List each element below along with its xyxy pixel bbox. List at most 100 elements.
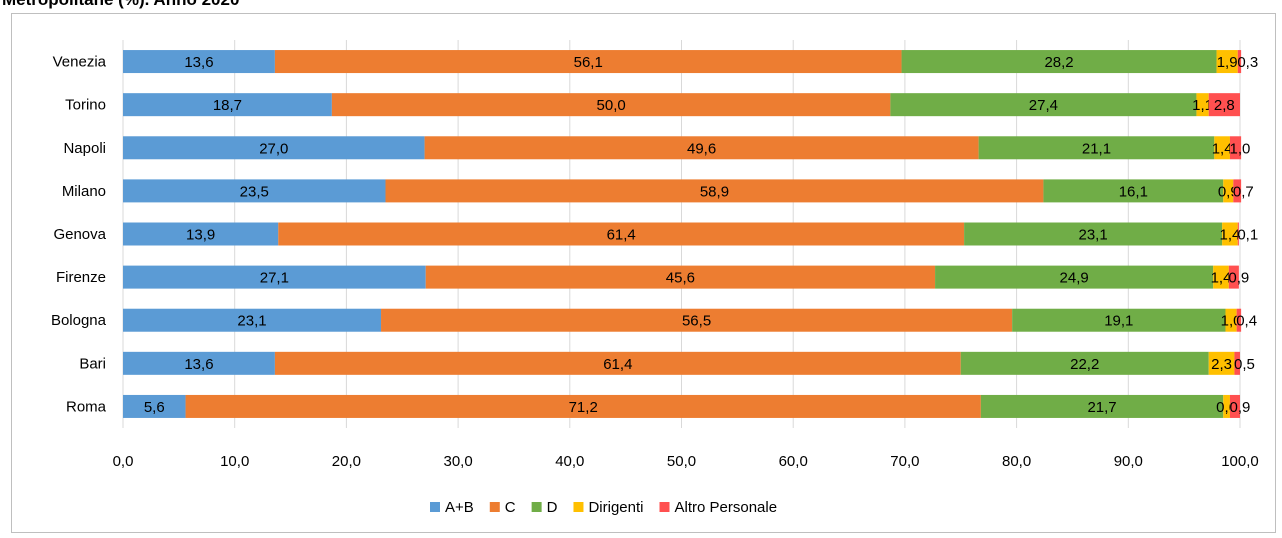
x-tick-label: 20,0	[332, 453, 361, 470]
category-label: Napoli	[63, 140, 106, 157]
legend-label: D	[547, 499, 558, 516]
data-label: 1,4	[1212, 140, 1233, 157]
data-label: 22,2	[1070, 356, 1099, 373]
bar-segment	[960, 351, 1209, 375]
data-label: 28,2	[1044, 54, 1073, 71]
bar-segment	[274, 351, 961, 375]
bar-segment	[980, 394, 1224, 418]
data-label: 50,0	[597, 97, 626, 114]
category-label: Genova	[53, 226, 106, 243]
x-tick-label: 70,0	[890, 453, 919, 470]
data-label: 1,4	[1220, 227, 1241, 244]
bar-segment	[123, 93, 332, 117]
bar-segment	[123, 351, 275, 375]
data-label: 21,1	[1082, 140, 1111, 157]
legend-label: A+B	[445, 499, 474, 516]
x-tick-label: 30,0	[443, 453, 472, 470]
bar-segment	[1216, 50, 1238, 74]
data-label: 61,4	[603, 356, 632, 373]
data-label: 1,9	[1217, 54, 1238, 71]
bar-segment	[1214, 136, 1230, 160]
bar-segment	[278, 222, 965, 246]
bar-segment	[1237, 50, 1242, 74]
x-tick-label: 40,0	[555, 453, 584, 470]
data-label: 1,0	[1230, 140, 1251, 157]
bar-segment	[1208, 351, 1235, 375]
bar-segment	[1208, 93, 1240, 117]
bar-segment	[123, 308, 382, 332]
data-label: 18,7	[213, 97, 242, 114]
data-label: 61,4	[607, 227, 636, 244]
bar-segment	[1237, 222, 1239, 246]
bar-segment	[1225, 308, 1237, 332]
data-label: 5,6	[144, 399, 165, 416]
data-label: 16,1	[1119, 183, 1148, 200]
bar-segment	[123, 222, 279, 246]
data-label: 0,7	[1233, 183, 1254, 200]
bar-segment	[1012, 308, 1226, 332]
category-label: Venezia	[53, 54, 107, 71]
x-tick-label: 80,0	[1002, 453, 1031, 470]
category-label: Bari	[79, 355, 106, 372]
bar-segment	[381, 308, 1013, 332]
x-tick-label: 10,0	[220, 453, 249, 470]
legend-swatch	[489, 502, 500, 512]
data-label: 23,5	[240, 183, 269, 200]
data-label: 27,0	[259, 140, 288, 157]
data-label: 13,9	[186, 227, 215, 244]
bar-segment	[424, 136, 979, 160]
data-label: 49,6	[687, 140, 716, 157]
category-label: Milano	[62, 183, 106, 200]
data-label: 1,0	[1221, 313, 1242, 330]
data-label: 56,1	[574, 54, 603, 71]
bar-segment	[1196, 93, 1209, 117]
data-label: 27,1	[260, 270, 289, 287]
bar-segment	[1213, 265, 1229, 289]
data-label: 45,6	[666, 270, 695, 287]
bar-segment	[123, 50, 275, 74]
legend-label: Altro Personale	[675, 499, 778, 516]
x-tick-label: 100,0	[1221, 453, 1259, 470]
x-tick-label: 90,0	[1114, 453, 1143, 470]
data-label: 0,9	[1230, 399, 1251, 416]
category-label: Torino	[65, 97, 106, 114]
data-label: 2,3	[1211, 356, 1232, 373]
bar-segment	[1229, 136, 1242, 160]
bars: 13,6 56,1 28,2 1,9 0,3 18,7 50,0 27,4 1,1 2,8 27,0…	[123, 50, 1258, 418]
bar-segment	[1233, 179, 1242, 203]
category-label: Bologna	[51, 312, 107, 329]
legend-label: C	[505, 499, 516, 516]
data-label: 27,4	[1029, 97, 1058, 114]
chart-title: Metropolitane (%). Anno 2020	[2, 0, 239, 10]
data-label: 0,9	[1228, 270, 1249, 287]
bar-segment	[385, 179, 1044, 203]
bar-segment	[1234, 351, 1240, 375]
bar-segment	[1043, 179, 1224, 203]
category-label: Roma	[66, 398, 107, 415]
bar-segment	[331, 93, 891, 117]
data-label: 21,7	[1087, 399, 1116, 416]
data-label: 0,4	[1236, 313, 1257, 330]
data-label: 2,8	[1214, 97, 1235, 114]
bar-segment	[1228, 265, 1239, 289]
legend: A+B C D Dirigenti Altro Personale	[430, 499, 777, 516]
bar-segment	[935, 265, 1214, 289]
data-label: 13,6	[184, 356, 213, 373]
category-labels: Venezia Torino Napoli Milano Genova Firenze Bo…	[51, 54, 107, 416]
data-label: 0,5	[1234, 356, 1255, 373]
data-label: 1,4	[1211, 270, 1232, 287]
data-label: 71,2	[569, 399, 598, 416]
bar-segment	[123, 136, 425, 160]
bar-segment	[964, 222, 1223, 246]
bar-segment	[901, 50, 1217, 74]
data-label: 1,1	[1192, 97, 1213, 114]
bar-segment	[1229, 394, 1240, 418]
x-tick-labels: 0,0 10,0 20,0 30,0 40,0 50,0 60,0 70,0 80,0 90,0 1…	[113, 453, 1259, 470]
bar-segment	[1236, 308, 1242, 332]
x-tick-label: 0,0	[113, 453, 134, 470]
data-label: 13,6	[184, 54, 213, 71]
bar-segment	[425, 265, 936, 289]
bar-segment	[123, 394, 186, 418]
legend-label: Dirigenti	[588, 499, 643, 516]
